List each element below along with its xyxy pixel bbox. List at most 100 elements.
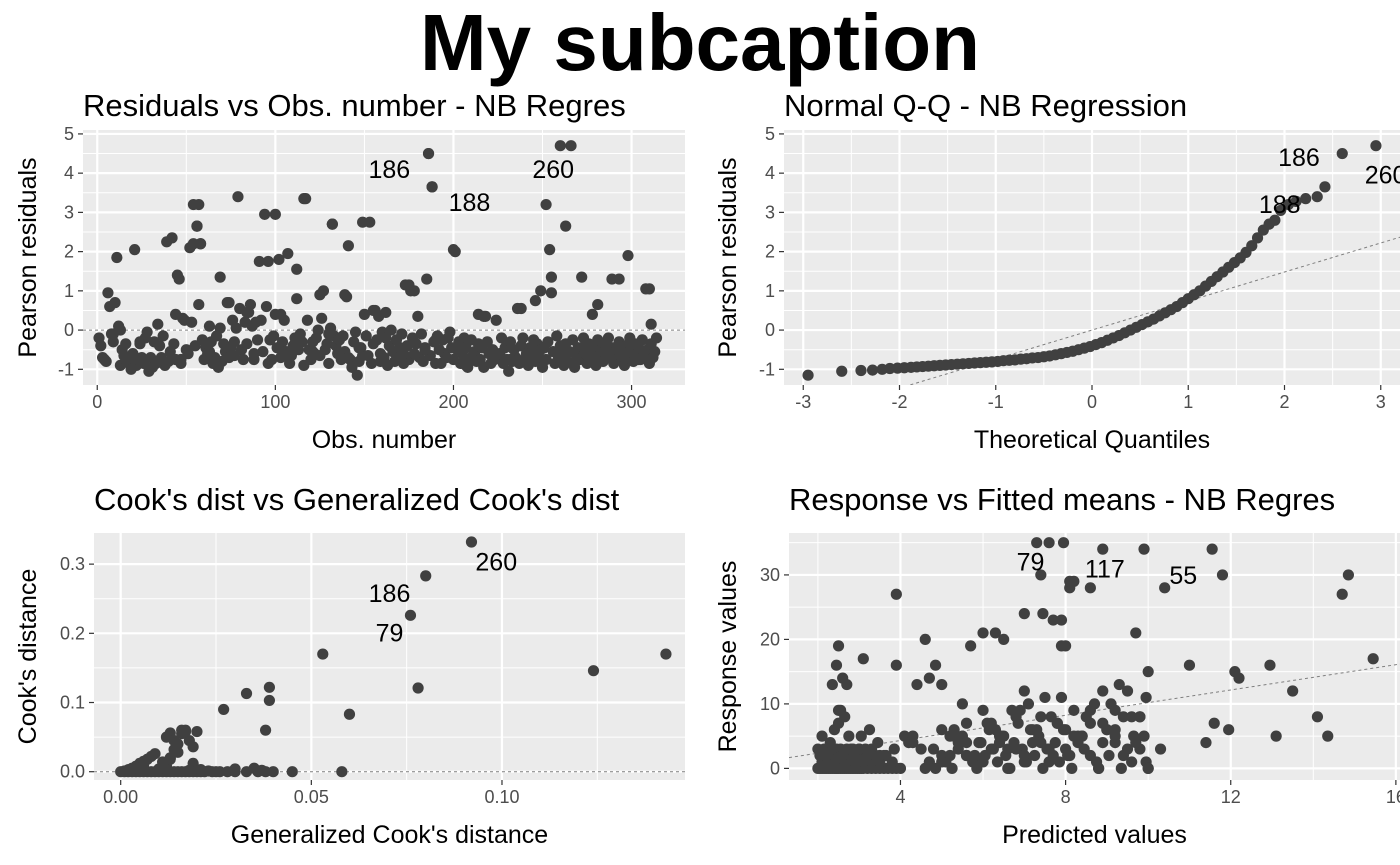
y-tick-label: 0: [64, 320, 74, 340]
data-point: [1322, 730, 1334, 742]
data-point: [977, 704, 989, 716]
point-annotation: 260: [532, 156, 574, 184]
data-point: [544, 244, 556, 256]
data-point: [321, 338, 333, 350]
data-point: [1018, 608, 1030, 620]
data-point: [95, 340, 107, 352]
data-point: [426, 181, 438, 193]
data-point: [385, 324, 397, 336]
data-point: [551, 330, 563, 342]
y-tick-label: 0.3: [60, 554, 85, 574]
data-point: [120, 353, 132, 366]
panel-title: Response vs Fitted means - NB Regres: [789, 482, 1335, 517]
data-point: [120, 338, 132, 350]
data-point: [960, 749, 973, 762]
data-point: [960, 736, 973, 749]
y-axis-label: Pearson residuals: [14, 157, 42, 357]
data-point: [187, 741, 199, 753]
data-point: [1035, 736, 1047, 749]
residuals-vs-obs-panel: 186 188 260 0 100 200 300 -1 0 1 2 3 4 5 Residuals vs …: [14, 88, 685, 454]
data-point: [440, 351, 452, 364]
data-point: [1031, 724, 1043, 736]
x-tick-label: 0.00: [103, 787, 138, 807]
point-annotation: 188: [449, 189, 491, 217]
y-tick-label: 0.2: [60, 623, 85, 643]
data-point: [894, 762, 907, 774]
x-tick-label: 2: [1279, 392, 1289, 412]
data-point: [1109, 730, 1121, 742]
data-point: [276, 336, 289, 348]
data-point: [1300, 193, 1312, 205]
data-point: [170, 308, 182, 320]
data-point: [107, 336, 119, 348]
y-tick-label: 4: [765, 163, 775, 183]
data-point: [168, 734, 180, 747]
data-point: [291, 293, 303, 305]
data-point: [545, 271, 558, 283]
data-point: [956, 698, 968, 710]
data-point: [149, 748, 161, 760]
data-point: [830, 659, 843, 671]
data-point: [193, 298, 205, 311]
data-point: [273, 253, 285, 266]
data-point: [622, 249, 634, 262]
data-point: [186, 316, 198, 328]
data-point: [153, 340, 166, 352]
data-point: [1060, 724, 1072, 736]
data-point: [540, 198, 552, 211]
data-point: [1076, 730, 1088, 742]
data-point: [129, 244, 141, 256]
data-point: [1031, 537, 1043, 549]
data-point: [141, 326, 153, 338]
data-point: [410, 338, 422, 350]
data-point: [232, 191, 244, 203]
data-point: [157, 330, 169, 342]
data-point: [888, 743, 900, 755]
panel-title: Normal Q-Q - NB Regression: [784, 88, 1187, 123]
data-point: [415, 328, 428, 340]
data-point: [650, 332, 663, 344]
x-tick-label: 1: [1183, 392, 1193, 412]
data-point: [587, 665, 600, 677]
data-point: [948, 730, 960, 742]
data-point: [1115, 762, 1127, 774]
data-point: [314, 289, 326, 301]
point-annotation: 186: [368, 156, 410, 184]
reference-line: [789, 663, 1400, 759]
x-tick-label: 12: [1221, 787, 1241, 807]
data-point: [645, 318, 657, 330]
data-point: [989, 724, 1002, 736]
data-point: [843, 730, 855, 742]
data-point: [1101, 724, 1113, 736]
point-annotation: 117: [1085, 556, 1125, 584]
data-point: [230, 322, 242, 334]
data-point: [1275, 204, 1287, 217]
data-point: [1270, 730, 1282, 742]
panel-title: Cook's dist vs Generalized Cook's dist: [94, 482, 620, 517]
data-point: [481, 336, 493, 348]
data-point: [586, 308, 598, 320]
data-point: [1103, 749, 1115, 762]
data-point: [262, 255, 274, 268]
response-vs-fitted-panel: 79 117 55 4 8 12 16 0 10 20 30 Response vs Fitted m…: [714, 482, 1400, 849]
data-point: [237, 353, 249, 366]
data-point: [495, 332, 508, 344]
data-point: [374, 355, 387, 368]
data-point: [816, 730, 828, 742]
data-point: [1055, 691, 1068, 704]
data-point: [991, 756, 1004, 768]
data-point: [1097, 736, 1109, 749]
data-point: [973, 736, 985, 749]
data-point: [1269, 214, 1281, 226]
data-point: [343, 708, 356, 720]
data-point: [397, 348, 410, 360]
data-point: [175, 353, 187, 366]
data-point: [1142, 666, 1154, 678]
data-point: [301, 314, 314, 326]
y-tick-label: 30: [760, 565, 780, 585]
data-point: [1216, 569, 1229, 581]
data-point: [248, 353, 260, 366]
data-point: [447, 244, 460, 256]
data-point: [1113, 678, 1125, 691]
x-tick-label: 0: [1087, 392, 1097, 412]
